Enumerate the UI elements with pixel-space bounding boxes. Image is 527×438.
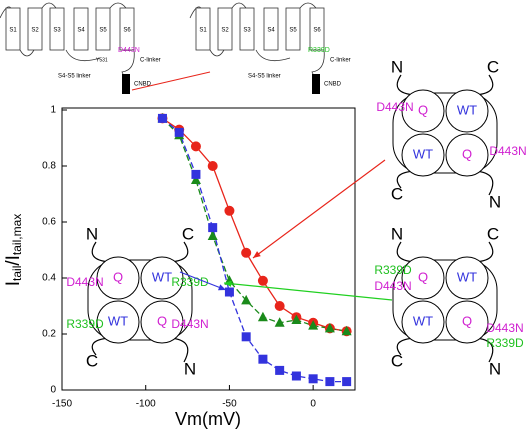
segment-label: S5 — [289, 28, 297, 34]
point — [208, 161, 218, 171]
cnbd-box — [312, 74, 320, 94]
segment-label: S3 — [53, 28, 61, 34]
point — [292, 372, 301, 381]
point — [242, 332, 251, 341]
plot-frame — [62, 108, 355, 390]
y-tick-label: 0.8 — [42, 161, 56, 172]
segment-label: S5 — [99, 28, 107, 34]
arrow — [253, 160, 385, 258]
terminus-label: C — [487, 224, 499, 243]
terminus-label: N — [489, 359, 501, 378]
segment-label: S4 — [267, 28, 275, 34]
point — [325, 377, 334, 386]
y-tick-label: 0.4 — [42, 273, 56, 284]
point — [208, 223, 217, 232]
point — [175, 128, 184, 137]
subunit-label: Q — [462, 146, 472, 161]
mutation-label: D443N — [374, 279, 411, 293]
mutation-label: D443N — [376, 100, 413, 114]
terminus-label: N — [391, 224, 403, 243]
point — [275, 301, 285, 311]
y-tick-label: 1 — [50, 105, 56, 116]
terminus-label: N — [86, 224, 98, 243]
arrow — [224, 283, 392, 300]
segment-label: S2 — [221, 28, 229, 34]
terminus-label: N — [184, 359, 196, 378]
y-label-part: tail — [10, 266, 24, 281]
subunit-label: WT — [152, 269, 172, 284]
mutation-label: D443N — [171, 317, 208, 331]
x-axis-label: Vm(mV) — [175, 409, 241, 429]
x-tick-label: -100 — [136, 399, 156, 410]
cnbd-label: CNBD — [134, 82, 152, 88]
figure: Itail/Itail,max Vm(mV) 0 0.2 0.4 0.6 0.8 1 -15… — [0, 0, 527, 433]
terminus-label: C — [182, 224, 194, 243]
segment-label: S4 — [77, 28, 85, 34]
terminus-label: C — [487, 57, 499, 76]
segment-label: S1 — [199, 28, 207, 34]
mutation-label: R339D — [66, 317, 104, 331]
point — [241, 248, 251, 258]
segment-label: S3 — [243, 28, 251, 34]
x-tick-label: -50 — [222, 399, 237, 410]
point — [225, 288, 234, 297]
arrow-head — [253, 251, 261, 258]
clinker-label: C-linker — [330, 58, 351, 64]
subunit-label: Q — [113, 269, 123, 284]
subunit-label: WT — [457, 102, 477, 117]
segment-label: S6 — [123, 28, 131, 34]
terminus-label: N — [391, 57, 403, 76]
terminus-label: N — [489, 192, 501, 211]
subunit-label: Q — [418, 269, 428, 284]
point — [258, 276, 268, 286]
x-tick-label: 0 — [310, 399, 316, 410]
point — [224, 206, 234, 216]
fit-line — [162, 118, 346, 381]
subunit-label: WT — [413, 146, 433, 161]
linker-label: S4-S5 linker — [248, 74, 281, 80]
y-tick-label: 0 — [50, 385, 56, 396]
mutation-label: R339D — [171, 275, 209, 289]
segment-label: S1 — [9, 28, 17, 34]
segment-label: S6 — [313, 28, 321, 34]
point — [342, 377, 351, 386]
mutation-label: D443N — [489, 144, 526, 158]
point — [309, 374, 318, 383]
terminus-label: C — [391, 351, 403, 370]
y-label-part: /I — [3, 255, 24, 266]
subunit-label: WT — [108, 313, 128, 328]
arrow-head — [218, 284, 226, 290]
mutation-label: R339D — [486, 336, 524, 350]
mutation-label: D443N — [66, 275, 103, 289]
subunit-label: Q — [157, 313, 167, 328]
subunit-label: Q — [462, 313, 472, 328]
segment-label: S2 — [31, 28, 39, 34]
subunit-label: Q — [418, 102, 428, 117]
cnbd-label: CNBD — [324, 82, 342, 88]
point — [191, 170, 200, 179]
cnbd-box — [122, 74, 130, 94]
y-tick-label: 0.2 — [42, 329, 56, 340]
clinker-label: C-linker — [140, 58, 161, 64]
terminus-label: C — [86, 351, 98, 370]
x-tick-label: -150 — [52, 399, 72, 410]
y-tick-label: 0.6 — [42, 217, 56, 228]
residue-label: Y531 — [96, 57, 108, 63]
point — [275, 366, 284, 375]
linker-label: S4-S5 linker — [58, 74, 91, 80]
subunit-label: WT — [413, 313, 433, 328]
point — [158, 114, 167, 123]
point — [258, 355, 267, 364]
y-axis-label: Itail/Itail,max — [3, 214, 24, 287]
mutation-label: R339D — [308, 47, 330, 54]
mutation-label: D443N — [118, 47, 140, 54]
point — [191, 141, 201, 151]
mutation-label: R339D — [374, 263, 412, 277]
subunit-label: WT — [457, 269, 477, 284]
terminus-label: C — [391, 184, 403, 203]
mutation-label: D443N — [486, 321, 523, 335]
y-label-part: tail,max — [10, 214, 24, 255]
